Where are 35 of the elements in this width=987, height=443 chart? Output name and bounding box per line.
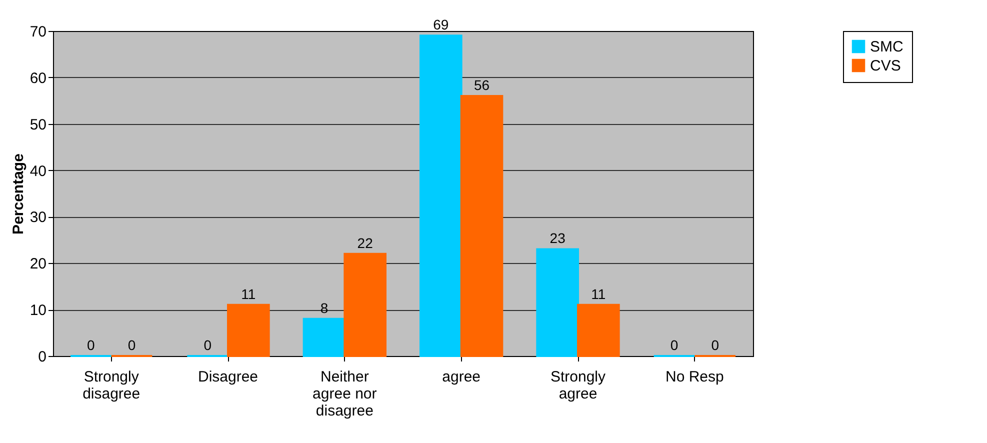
bar <box>227 304 270 357</box>
bar <box>420 34 462 357</box>
data-label: 22 <box>357 234 374 251</box>
x-tick-label: Neither agree nor disagree <box>312 368 377 420</box>
y-tick-label: 30 <box>30 209 46 226</box>
bar <box>302 318 346 357</box>
y-tick-label: 20 <box>30 256 46 273</box>
data-label: 0 <box>128 337 136 353</box>
y-tick-label: 0 <box>38 348 46 366</box>
x-tick-label: Strongly disagree <box>82 368 140 402</box>
y-tick-label: 70 <box>30 24 46 40</box>
legend-label: CVS <box>870 58 901 74</box>
y-axis-title: Percentage <box>10 154 27 234</box>
y-tick-label: 50 <box>30 116 46 134</box>
y-tick-label: 10 <box>30 302 46 320</box>
x-tick-label: Strongly agree <box>550 368 606 402</box>
data-label: 0 <box>670 337 678 353</box>
y-tick-label: 60 <box>30 70 46 87</box>
data-label: 11 <box>241 286 256 302</box>
bar <box>344 252 386 357</box>
data-label: 0 <box>87 337 96 353</box>
bar <box>577 304 620 357</box>
bar <box>460 95 504 357</box>
data-label: 23 <box>550 230 566 246</box>
legend-label: SMC <box>870 38 904 56</box>
data-label: 69 <box>433 16 449 33</box>
data-label: 0 <box>711 337 720 353</box>
data-label: 11 <box>591 286 606 302</box>
x-tick-label: No Resp <box>665 368 724 386</box>
data-label: 0 <box>204 337 212 353</box>
data-label: 56 <box>474 77 490 93</box>
bar <box>536 248 579 357</box>
y-tick-label: 40 <box>30 162 46 180</box>
x-tick-label: Disagree <box>198 368 258 386</box>
x-tick-label: agree <box>442 368 481 386</box>
